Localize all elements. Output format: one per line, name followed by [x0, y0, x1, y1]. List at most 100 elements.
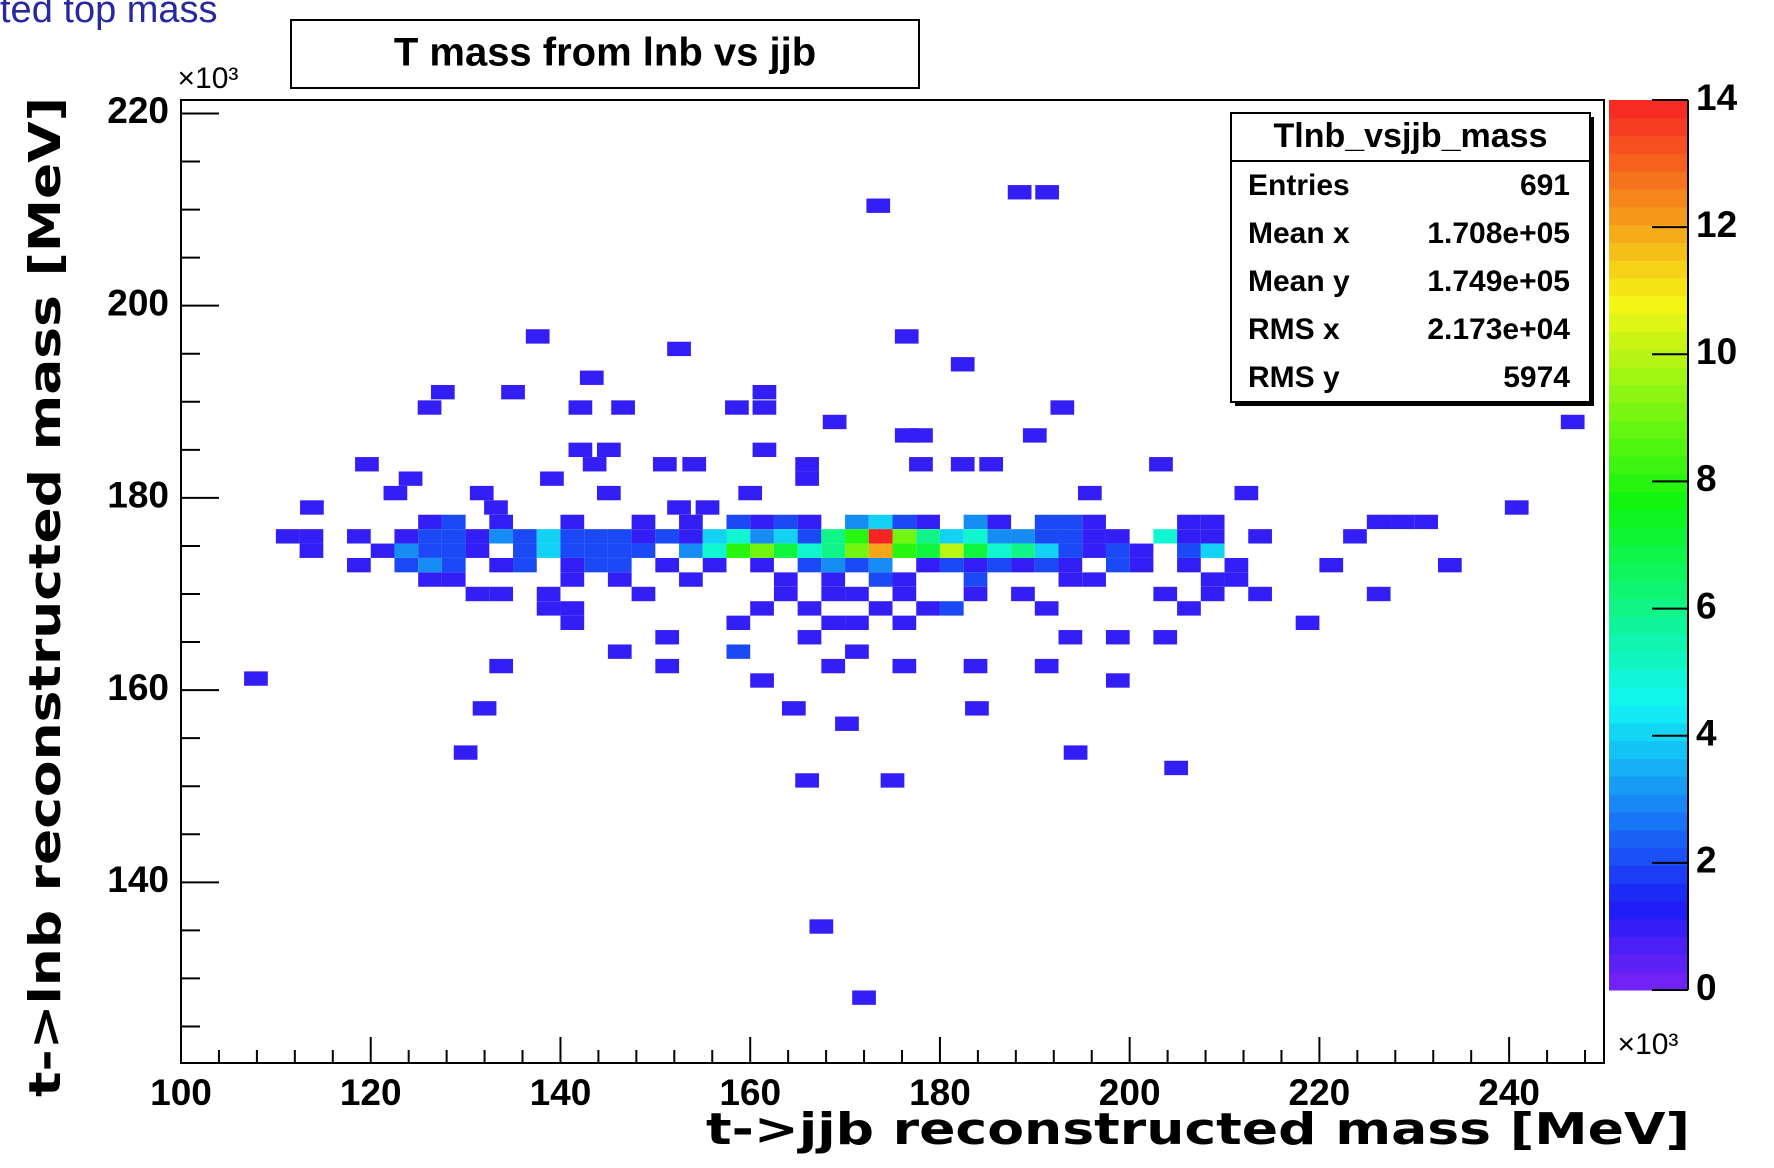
y-tick-label: 220: [107, 90, 169, 131]
x-axis-title: t->jjb reconstructed mass [MeV]: [706, 1104, 1690, 1155]
heatmap-cell: [1034, 514, 1059, 530]
colorbar-band: [1609, 384, 1688, 404]
x-tick-label: 160: [719, 1072, 781, 1113]
heatmap-cell: [607, 644, 632, 659]
colorbar-band: [1609, 812, 1688, 831]
heatmap-cell: [1034, 658, 1059, 674]
title-box: [290, 19, 920, 89]
heatmap-cell: [1105, 529, 1130, 544]
heatmap-cell: [868, 557, 893, 573]
heatmap-cell: [1129, 557, 1154, 573]
heatmap-cell: [845, 514, 869, 530]
heatmap-cell: [1200, 543, 1225, 558]
heatmap-cell: [441, 529, 466, 544]
heatmap-cell: [821, 572, 846, 587]
colorbar-tick-label: 12: [1696, 204, 1737, 245]
stats-value: 691: [1520, 169, 1570, 202]
colorbar-tick-label: 14: [1696, 77, 1738, 118]
heatmap-cell: [394, 529, 419, 544]
heatmap-cell: [987, 529, 1012, 544]
heatmap-cell: [750, 601, 774, 616]
heatmap-cell: [1007, 185, 1032, 200]
heatmap-cell: [631, 514, 656, 530]
heatmap-cell: [963, 514, 988, 530]
heatmap-cell: [950, 357, 975, 372]
heatmap-cell: [441, 514, 466, 530]
heatmap-cell: [866, 198, 891, 213]
heatmap-cell: [916, 529, 940, 544]
x-tick-label: 120: [340, 1072, 402, 1113]
x-tick-label: 240: [1478, 1072, 1540, 1113]
plot-frame: [180, 99, 1605, 1064]
x-tick-label: 140: [530, 1072, 592, 1113]
colorbar-band: [1609, 829, 1688, 849]
heatmap-cell: [821, 557, 846, 573]
heatmap-cell: [916, 514, 940, 530]
heatmap-cell: [868, 514, 893, 530]
heatmap-cell: [916, 557, 940, 573]
heatmap-cell: [939, 543, 964, 558]
heatmap-cell: [726, 514, 751, 530]
heatmap-cell: [750, 514, 774, 530]
heatmap-cell: [979, 457, 1004, 472]
heatmap-cell: [607, 557, 632, 573]
heatmap-cell: [894, 329, 919, 344]
heatmap-cell: [773, 572, 798, 587]
colorbar-band: [1609, 242, 1688, 261]
colorbar-band: [1609, 456, 1688, 475]
heatmap-cell: [726, 644, 751, 659]
heatmap-cell: [963, 529, 988, 544]
colorbar-band: [1609, 936, 1688, 955]
stats-label: Entries: [1248, 169, 1350, 202]
heatmap-cell: [1153, 586, 1178, 602]
heatmap-cell: [750, 529, 774, 544]
heatmap-cell: [939, 557, 964, 573]
heatmap-cell: [584, 543, 608, 558]
heatmap-cell: [1034, 557, 1059, 573]
heatmap-cell: [631, 529, 656, 544]
heatmap-cell: [1058, 529, 1083, 544]
heatmap-cell: [489, 514, 514, 530]
heatmap-cell: [752, 400, 777, 415]
heatmap-cell: [797, 630, 822, 645]
colorbar-band: [1609, 420, 1688, 439]
heatmap-cell: [579, 370, 604, 385]
heatmap-cell: [682, 457, 707, 472]
colorbar-band: [1609, 758, 1688, 777]
colorbar-band: [1609, 349, 1688, 368]
heatmap-cell: [845, 543, 869, 558]
heatmap-cell: [1295, 615, 1320, 631]
heatmap-cell: [584, 529, 608, 544]
heatmap-cell: [797, 557, 822, 573]
heatmap-cell: [1105, 630, 1130, 645]
y-tick-label: 200: [107, 282, 169, 323]
heatmap-cell: [299, 529, 324, 544]
heatmap-cell: [453, 745, 478, 760]
colorbar-band: [1609, 331, 1688, 350]
colorbar-band: [1609, 189, 1688, 208]
y-tick-label: 180: [107, 475, 169, 516]
heatmap-cell: [795, 471, 819, 486]
heatmap-cell: [987, 557, 1012, 573]
colorbar-band: [1609, 278, 1688, 297]
heatmap-cell: [489, 557, 514, 573]
heatmap-cell: [1105, 557, 1130, 573]
colorbar-band: [1609, 117, 1688, 137]
heatmap-cell: [536, 543, 561, 558]
colorbar-band: [1609, 776, 1688, 795]
heatmap-cell: [631, 543, 656, 558]
stats-value: 1.708e+05: [1427, 217, 1570, 250]
heatmap-cell: [655, 658, 680, 674]
heatmap-cell: [892, 586, 917, 602]
heatmap-cell: [1105, 673, 1130, 688]
heatmap-cell: [1177, 514, 1201, 530]
heatmap-cell: [1164, 760, 1189, 776]
heatmap-cell: [750, 673, 774, 688]
heatmap-cell: [781, 701, 806, 716]
heatmap-cell: [939, 529, 964, 544]
heatmap-cell: [797, 543, 822, 558]
heatmap-cell: [1058, 572, 1083, 587]
y-axis-title: t->lnb reconstructed mass [MeV]: [20, 97, 71, 1097]
colorbar-band: [1609, 491, 1688, 510]
heatmap-cell: [821, 658, 846, 674]
